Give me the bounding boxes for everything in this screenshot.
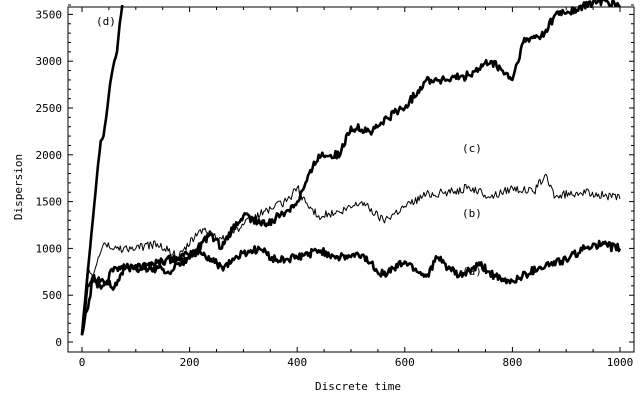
x-tick-label: 600 [395, 356, 415, 369]
curve-label-a: (a) [462, 265, 482, 278]
x-tick-label: 400 [287, 356, 307, 369]
x-tick-label: 1000 [607, 356, 634, 369]
y-tick-label: 1000 [36, 242, 63, 255]
curve-label-b: (b) [462, 207, 482, 220]
y-axis: 0 500 1000 1500 2000 2500 3000 3500 [36, 4, 634, 349]
x-tick-label: 200 [180, 356, 200, 369]
series-layer [80, 0, 622, 336]
y-tick-label: 500 [42, 289, 62, 302]
plot-frame [67, 6, 635, 353]
y-axis-title: Dispersion [12, 154, 25, 220]
y-tick-label: 0 [55, 336, 62, 349]
y-tick-label: 2500 [36, 102, 63, 115]
x-axis-title: Discrete time [315, 380, 401, 393]
x-axis: 0 200 400 600 800 1000 [79, 7, 634, 369]
series-line-d [80, 4, 124, 335]
x-tick-label: 0 [79, 356, 86, 369]
curve-labels: (a) (b) (c) (d) [96, 15, 482, 278]
curve-label-c: (c) [462, 142, 482, 155]
series-line-b [81, 173, 621, 335]
series-line-c [80, 0, 621, 335]
y-tick-label: 1500 [36, 196, 63, 209]
y-tick-label: 2000 [36, 149, 63, 162]
y-tick-label: 3000 [36, 55, 63, 68]
x-tick-label: 800 [502, 356, 522, 369]
series-line-a [80, 239, 622, 336]
y-tick-label: 3500 [36, 8, 63, 21]
curve-label-d: (d) [96, 15, 116, 28]
